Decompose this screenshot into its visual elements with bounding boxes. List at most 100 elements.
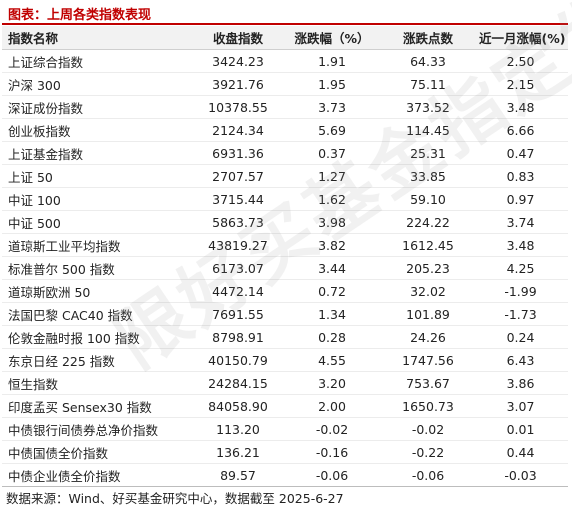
table-row: 深证成份指数 10378.55 3.73 373.52 3.48 <box>2 95 568 119</box>
cell-close-value: 3715.44 <box>195 187 281 211</box>
cell-month-change: 2.50 <box>473 49 568 73</box>
cell-index-name: 上证综合指数 <box>2 49 195 73</box>
cell-close-value: 8798.91 <box>195 325 281 349</box>
cell-month-change: -1.73 <box>473 302 568 326</box>
cell-change-pct: 1.91 <box>281 49 383 73</box>
cell-change-pct: 1.34 <box>281 302 383 326</box>
cell-index-name: 沪深 300 <box>2 72 195 96</box>
cell-month-change: 2.15 <box>473 72 568 96</box>
cell-close-value: 40150.79 <box>195 348 281 372</box>
table-row: 中债银行间债券总净价指数 113.20 -0.02 -0.02 0.01 <box>2 417 568 441</box>
cell-change-pct: 5.69 <box>281 118 383 142</box>
cell-month-change: 3.48 <box>473 233 568 257</box>
cell-month-change: 0.24 <box>473 325 568 349</box>
cell-change-pct: 3.20 <box>281 371 383 395</box>
table-row: 印度孟买 Sensex30 指数 84058.90 2.00 1650.73 3.07 <box>2 394 568 418</box>
table-body: 上证综合指数 3424.23 1.91 64.33 2.50 沪深 300 3921.76 1… <box>2 49 568 487</box>
table-row: 法国巴黎 CAC40 指数 7691.55 1.34 101.89 -1.73 <box>2 302 568 326</box>
cell-month-change: 3.48 <box>473 95 568 119</box>
cell-change-points: -0.02 <box>383 417 473 441</box>
table-header-row: 指数名称 收盘指数 涨跌幅（%） 涨跌点数 近一月涨幅(%) <box>2 26 568 50</box>
cell-change-points: 59.10 <box>383 187 473 211</box>
cell-close-value: 3424.23 <box>195 49 281 73</box>
cell-change-pct: 3.44 <box>281 256 383 280</box>
cell-month-change: 0.97 <box>473 187 568 211</box>
cell-change-points: 205.23 <box>383 256 473 280</box>
cell-index-name: 中证 100 <box>2 187 195 211</box>
cell-change-points: 1612.45 <box>383 233 473 257</box>
cell-index-name: 印度孟买 Sensex30 指数 <box>2 394 195 418</box>
cell-close-value: 2707.57 <box>195 164 281 188</box>
table-row: 标准普尔 500 指数 6173.07 3.44 205.23 4.25 <box>2 256 568 280</box>
cell-month-change: 0.01 <box>473 417 568 441</box>
cell-change-points: 75.11 <box>383 72 473 96</box>
cell-index-name: 道琼斯欧洲 50 <box>2 279 195 303</box>
cell-close-value: 113.20 <box>195 417 281 441</box>
cell-close-value: 6173.07 <box>195 256 281 280</box>
cell-index-name: 创业板指数 <box>2 118 195 142</box>
table-row: 创业板指数 2124.34 5.69 114.45 6.66 <box>2 118 568 142</box>
cell-index-name: 法国巴黎 CAC40 指数 <box>2 302 195 326</box>
cell-index-name: 东京日经 225 指数 <box>2 348 195 372</box>
cell-close-value: 10378.55 <box>195 95 281 119</box>
cell-change-points: 32.02 <box>383 279 473 303</box>
cell-index-name: 标准普尔 500 指数 <box>2 256 195 280</box>
source-note: 数据来源：Wind、好买基金研究中心，数据截至 2025-6-27 <box>6 491 344 506</box>
cell-change-points: -0.06 <box>383 463 473 487</box>
header-change-points: 涨跌点数 <box>383 26 473 50</box>
cell-month-change: 6.43 <box>473 348 568 372</box>
cell-close-value: 4472.14 <box>195 279 281 303</box>
cell-change-points: 101.89 <box>383 302 473 326</box>
cell-change-pct: -0.16 <box>281 440 383 464</box>
cell-month-change: 0.83 <box>473 164 568 188</box>
table-row: 伦敦金融时报 100 指数 8798.91 0.28 24.26 0.24 <box>2 325 568 349</box>
table-row: 上证综合指数 3424.23 1.91 64.33 2.50 <box>2 49 568 73</box>
table-row: 中证 500 5863.73 3.98 224.22 3.74 <box>2 210 568 234</box>
table-row: 道琼斯欧洲 50 4472.14 0.72 32.02 -1.99 <box>2 279 568 303</box>
header-change-pct: 涨跌幅（%） <box>281 26 383 50</box>
cell-month-change: 3.07 <box>473 394 568 418</box>
cell-change-points: 33.85 <box>383 164 473 188</box>
cell-close-value: 6931.36 <box>195 141 281 165</box>
cell-change-points: -0.22 <box>383 440 473 464</box>
cell-index-name: 中债企业债全价指数 <box>2 463 195 487</box>
cell-month-change: 0.44 <box>473 440 568 464</box>
cell-change-points: 64.33 <box>383 49 473 73</box>
header-close: 收盘指数 <box>195 26 281 50</box>
cell-close-value: 5863.73 <box>195 210 281 234</box>
cell-month-change: 4.25 <box>473 256 568 280</box>
cell-month-change: 6.66 <box>473 118 568 142</box>
cell-change-pct: 3.98 <box>281 210 383 234</box>
cell-change-pct: 1.27 <box>281 164 383 188</box>
cell-change-points: 24.26 <box>383 325 473 349</box>
figure-title: 图表：上周各类指数表现 <box>8 8 152 23</box>
cell-change-points: 373.52 <box>383 95 473 119</box>
cell-close-value: 84058.90 <box>195 394 281 418</box>
cell-change-pct: 1.62 <box>281 187 383 211</box>
cell-change-pct: 2.00 <box>281 394 383 418</box>
table-row: 上证基金指数 6931.36 0.37 25.31 0.47 <box>2 141 568 165</box>
cell-month-change: 0.47 <box>473 141 568 165</box>
cell-change-pct: 0.28 <box>281 325 383 349</box>
cell-change-pct: 1.95 <box>281 72 383 96</box>
cell-index-name: 伦敦金融时报 100 指数 <box>2 325 195 349</box>
cell-change-pct: -0.02 <box>281 417 383 441</box>
title-bar: 图表：上周各类指数表现 <box>2 3 568 25</box>
cell-close-value: 2124.34 <box>195 118 281 142</box>
table-row: 道琼斯工业平均指数 43819.27 3.82 1612.45 3.48 <box>2 233 568 257</box>
table-row: 中证 100 3715.44 1.62 59.10 0.97 <box>2 187 568 211</box>
cell-change-points: 753.67 <box>383 371 473 395</box>
cell-change-pct: 3.73 <box>281 95 383 119</box>
cell-change-pct: 4.55 <box>281 348 383 372</box>
cell-index-name: 中债银行间债券总净价指数 <box>2 417 195 441</box>
cell-index-name: 上证基金指数 <box>2 141 195 165</box>
cell-close-value: 43819.27 <box>195 233 281 257</box>
table-row: 中债企业债全价指数 89.57 -0.06 -0.06 -0.03 <box>2 463 568 487</box>
cell-index-name: 深证成份指数 <box>2 95 195 119</box>
table-row: 上证 50 2707.57 1.27 33.85 0.83 <box>2 164 568 188</box>
cell-month-change: 3.86 <box>473 371 568 395</box>
cell-close-value: 89.57 <box>195 463 281 487</box>
cell-index-name: 中债国债全价指数 <box>2 440 195 464</box>
table-row: 中债国债全价指数 136.21 -0.16 -0.22 0.44 <box>2 440 568 464</box>
cell-index-name: 中证 500 <box>2 210 195 234</box>
